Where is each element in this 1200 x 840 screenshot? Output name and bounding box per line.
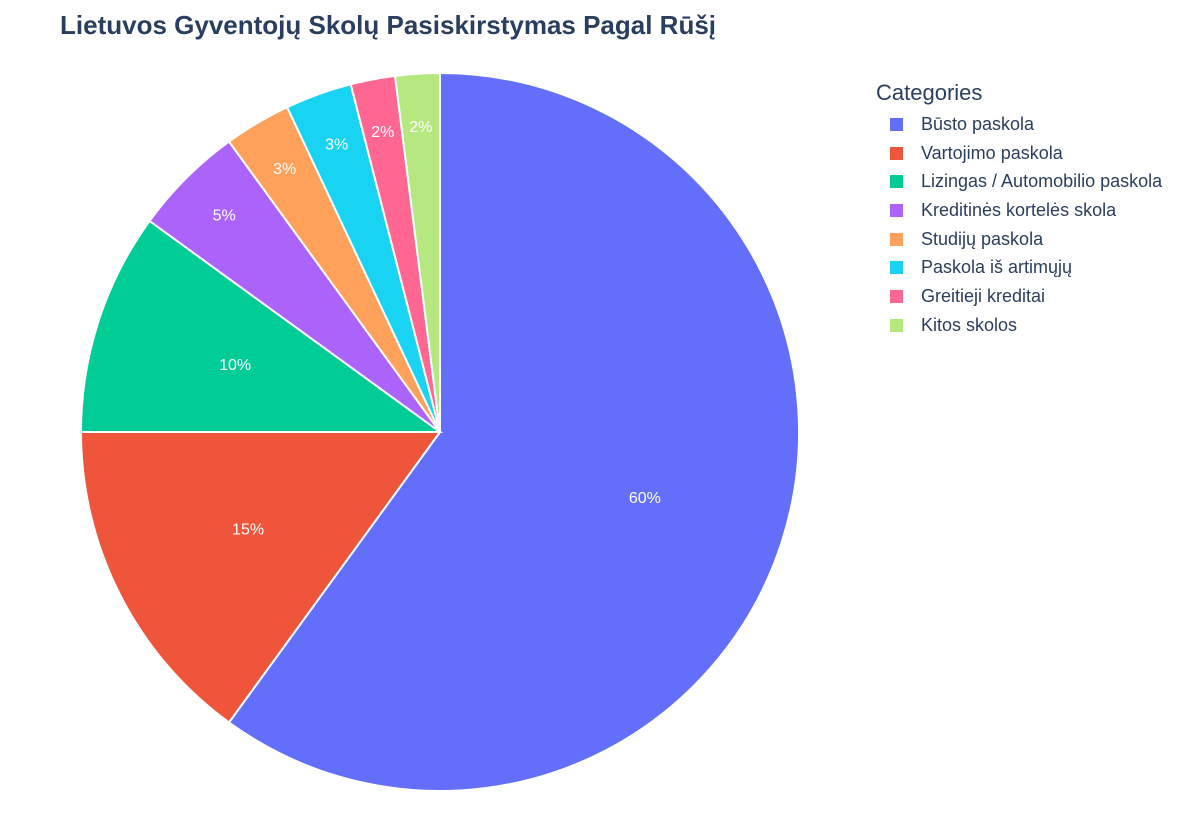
legend-swatch bbox=[890, 117, 903, 131]
legend-label: Greitieji kreditai bbox=[921, 285, 1046, 306]
legend-label: Lizingas / Automobilio paskola bbox=[921, 171, 1163, 192]
legend-swatch bbox=[890, 289, 903, 303]
slice-percent-label: 10% bbox=[219, 357, 251, 374]
pie-slices bbox=[79, 71, 800, 792]
legend-item[interactable]: Vartojimo paskola bbox=[890, 139, 1162, 168]
legend-item[interactable]: Lizingas / Automobilio paskola bbox=[890, 167, 1162, 196]
legend-item[interactable]: Kitos skolos bbox=[890, 311, 1162, 340]
legend-item[interactable]: Kreditinės kortelės skola bbox=[890, 196, 1162, 225]
legend-swatch bbox=[890, 175, 903, 189]
legend-item[interactable]: Studijų paskola bbox=[890, 225, 1162, 254]
legend-swatch bbox=[890, 261, 903, 275]
legend-label: Būsto paskola bbox=[921, 113, 1035, 134]
legend-label: Paskola iš artimųjų bbox=[921, 257, 1073, 278]
legend-label: Studijų paskola bbox=[921, 228, 1044, 249]
slice-percent-label: 60% bbox=[629, 490, 661, 507]
legend-swatch bbox=[890, 146, 903, 160]
legend-item[interactable]: Būsto paskola bbox=[890, 110, 1162, 139]
legend-item[interactable]: Greitieji kreditai bbox=[890, 282, 1162, 311]
legend-label: Kreditinės kortelės skola bbox=[921, 199, 1117, 220]
pie-slice bbox=[227, 71, 800, 792]
slice-percent-label: 3% bbox=[273, 161, 296, 178]
legend-swatch bbox=[890, 232, 903, 246]
legend-swatch bbox=[890, 203, 903, 217]
legend-title: Categories bbox=[876, 80, 983, 105]
pie-slice bbox=[79, 219, 444, 433]
pie-slice-labels: 60% 15% 10% 5% 3% 3% 2% 2% bbox=[213, 119, 661, 538]
slice-percent-label: 3% bbox=[325, 136, 348, 153]
slice-percent-label: 2% bbox=[371, 124, 394, 141]
legend-label: Vartojimo paskola bbox=[921, 142, 1063, 163]
slice-percent-label: 2% bbox=[409, 119, 432, 136]
pie-slice bbox=[79, 431, 442, 724]
legend: Categories Būsto paskola Vartojimo paskol… bbox=[876, 80, 1162, 340]
slice-percent-label: 5% bbox=[213, 208, 236, 225]
legend-items: Būsto paskola Vartojimo paskola Lizingas /… bbox=[876, 110, 1162, 340]
chart-title: Lietuvos Gyventojų Skolų Pasiskirstymas … bbox=[60, 10, 717, 40]
legend-item[interactable]: Paskola iš artimųjų bbox=[890, 253, 1162, 282]
legend-swatch bbox=[890, 318, 903, 332]
slice-percent-label: 15% bbox=[232, 521, 264, 538]
legend-label: Kitos skolos bbox=[921, 314, 1018, 335]
pie-slice bbox=[393, 71, 441, 433]
